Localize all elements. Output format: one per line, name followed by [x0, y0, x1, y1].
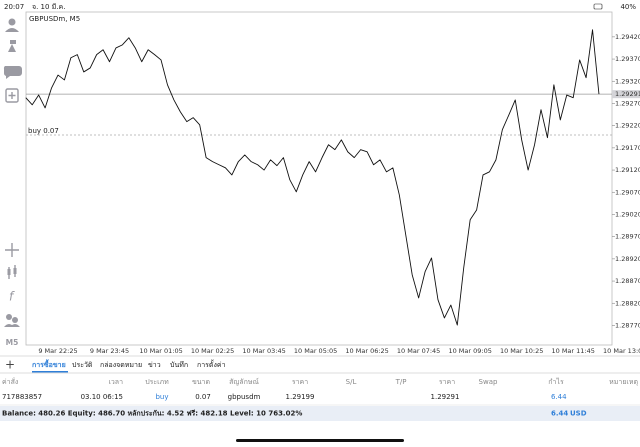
bid-label: 1.29291	[615, 90, 640, 98]
cell-time: 03.10 06:15	[81, 393, 123, 401]
x-tick-label: 10 Mar 07:45	[397, 347, 440, 355]
y-tick-label: 1.29120	[615, 166, 640, 174]
y-tick-label: 1.28970	[615, 233, 640, 241]
objects-icon[interactable]	[6, 314, 12, 320]
wifi-icon	[593, 3, 603, 10]
column-header: S/L	[346, 378, 357, 386]
x-tick-label: 10 Mar 01:05	[139, 347, 182, 355]
chat-icon[interactable]	[3, 66, 22, 79]
tab[interactable]: การตั้งค่า	[197, 358, 226, 369]
crosshair-icon[interactable]	[5, 243, 19, 257]
x-tick-label: 10 Mar 02:25	[191, 347, 234, 355]
timeframe-button[interactable]: M5	[6, 338, 19, 347]
cell-volume: 0.07	[195, 393, 211, 401]
home-indicator	[236, 439, 404, 442]
column-header: ประเภท	[145, 378, 169, 386]
candle-b	[13, 268, 17, 274]
column-header: ราคา	[292, 378, 308, 386]
y-tick-label: 1.28770	[615, 321, 640, 329]
y-tick-label: 1.29070	[615, 188, 640, 196]
y-tick-label: 1.29170	[615, 144, 640, 152]
y-tick-label: 1.28820	[615, 299, 640, 307]
x-tick-label: 10 Mar 10:25	[500, 347, 543, 355]
column-header: หมายเหตุ	[609, 378, 638, 386]
summary-currency: USD	[570, 410, 587, 418]
column-header: T/P	[395, 378, 407, 386]
summary-profit: 6.44	[551, 410, 568, 418]
candle-a	[7, 269, 11, 275]
bid-label-box	[612, 90, 640, 99]
trade-icon[interactable]	[8, 40, 16, 52]
x-tick-label: 9 Mar 23:45	[90, 347, 129, 355]
tab-underline	[32, 371, 68, 373]
objects-icon-c	[4, 324, 20, 327]
account-icon-body	[5, 28, 19, 32]
cell-symbol: gbpusdm	[228, 393, 261, 401]
column-header: ราคา	[439, 378, 455, 386]
tab[interactable]: ประวัติ	[72, 361, 93, 369]
y-tick-label: 1.28870	[615, 277, 640, 285]
x-tick-label: 10 Mar 03:45	[242, 347, 285, 355]
column-header: สัญลักษณ์	[229, 378, 259, 386]
price-line	[25, 29, 600, 326]
column-header: ค่าสั่ง	[2, 377, 18, 386]
summary-background	[0, 406, 640, 421]
new-order-plus	[8, 92, 16, 99]
y-tick-label: 1.29020	[615, 210, 640, 218]
cell-profit: 6.44	[551, 393, 567, 401]
indicators-icon[interactable]: f	[9, 290, 15, 304]
status-date: จ. 10 มี.ค.	[32, 3, 65, 11]
tab[interactable]: กล่องจดหมาย	[100, 361, 142, 369]
column-header: ขนาด	[192, 378, 210, 386]
cell-price: 1.29199	[286, 393, 315, 401]
chart-title: GBPUSDm, M5	[29, 15, 80, 23]
y-tick-label: 1.29370	[615, 55, 640, 63]
summary-text: Balance: 480.26 Equity: 486.70 หลักประกั…	[2, 410, 302, 418]
cell-type: buy	[155, 393, 168, 401]
order-line-label: buy 0.07	[28, 127, 59, 135]
y-tick-label: 1.28920	[615, 255, 640, 263]
left-toolbar: f M5	[3, 18, 22, 347]
plot-frame	[25, 11, 613, 346]
x-tick-label: 9 Mar 22:25	[38, 347, 77, 355]
tab[interactable]: บันทึก	[170, 360, 188, 369]
status-battery: 40%	[620, 3, 636, 11]
add-button[interactable]: +	[5, 358, 15, 372]
y-tick-label: 1.29420	[615, 33, 640, 41]
objects-icon-b	[12, 317, 18, 323]
column-header: Swap	[479, 378, 498, 386]
x-tick-label: 10 Mar 05:05	[294, 347, 337, 355]
tab[interactable]: ข่าว	[148, 361, 161, 369]
cell-order: 717883857	[2, 393, 42, 401]
column-header: กำไร	[548, 377, 564, 386]
tab[interactable]: การซื้อขาย	[32, 358, 66, 369]
y-tick-label: 1.29270	[615, 99, 640, 107]
y-tick-label: 1.29320	[615, 77, 640, 85]
account-icon[interactable]	[8, 18, 16, 26]
column-header: เวลา	[108, 378, 123, 386]
x-tick-label: 10 Mar 11:45	[551, 347, 594, 355]
status-time: 20:07	[4, 3, 24, 11]
y-tick-label: 1.29220	[615, 122, 640, 130]
cell-current-price: 1.29291	[431, 393, 460, 401]
x-tick-label: 10 Mar 06:25	[345, 347, 388, 355]
x-tick-label: 10 Mar 09:05	[448, 347, 491, 355]
x-tick-label: 10 Mar 13:05	[603, 347, 640, 355]
new-order-icon[interactable]	[5, 88, 19, 103]
